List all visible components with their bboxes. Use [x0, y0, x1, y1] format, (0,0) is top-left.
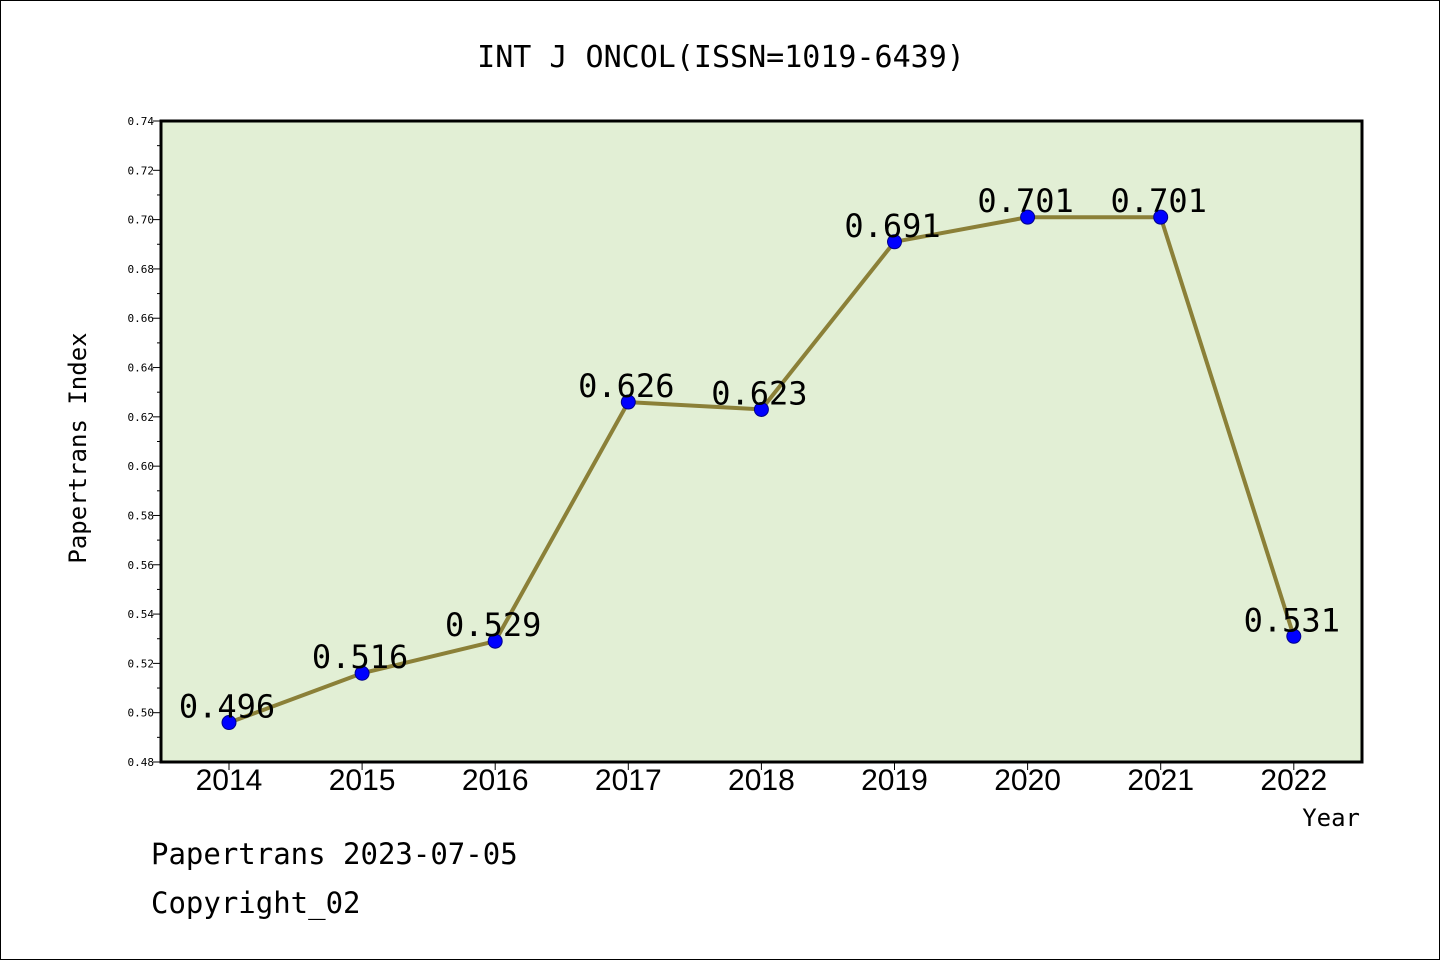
y-tick-label: 0.58: [128, 509, 155, 522]
data-point: [1286, 628, 1302, 644]
data-label: 0.531: [1244, 601, 1340, 639]
series-group: 0.496 0.516 0.529 0.626 0.623 0.691 0.701 0.701…: [179, 182, 1340, 731]
y-tick-label: 0.74: [128, 115, 155, 128]
y-tick-label: 0.48: [128, 756, 155, 769]
chart-title: INT J ONCOL(ISSN=1019-6439): [477, 40, 965, 75]
y-axis-label: Papertrans Index: [64, 332, 92, 563]
x-tick-label: 2022: [1260, 764, 1327, 797]
x-axis: 2014 2015 2016 2017 2018 2019 2020 2021 2022: [196, 762, 1327, 797]
y-tick-label: 0.64: [128, 362, 155, 375]
data-point: [354, 665, 370, 681]
y-tick-label: 0.60: [128, 460, 155, 473]
footer-date: Papertrans 2023-07-05: [151, 837, 518, 871]
data-label: 0.626: [578, 367, 674, 405]
data-label: 0.691: [844, 207, 940, 245]
plot-border: [159, 119, 1364, 764]
y-tick-label: 0.54: [128, 608, 155, 621]
data-point: [1153, 209, 1169, 225]
data-label: 0.496: [179, 688, 275, 726]
y-tick-label: 0.68: [128, 263, 155, 276]
y-axis: 0.48 0.50 0.52 0.54 0.56 0.58 0.60 0.62 0.64 0.66…: [128, 115, 161, 769]
x-tick-label: 2016: [462, 764, 529, 797]
x-axis-label: Year: [1302, 804, 1360, 832]
x-tick-label: 2018: [728, 764, 795, 797]
y-tick-label: 0.50: [128, 707, 155, 720]
data-label: 0.701: [1111, 182, 1207, 220]
y-tick-label: 0.72: [128, 164, 155, 177]
y-tick-label: 0.70: [128, 214, 155, 227]
data-label: 0.516: [312, 638, 408, 676]
data-point: [1020, 209, 1036, 225]
data-point: [887, 234, 902, 250]
x-tick-label: 2020: [994, 764, 1061, 797]
x-tick-label: 2021: [1127, 764, 1194, 797]
y-tick-label: 0.66: [128, 312, 155, 325]
plot-area: [161, 121, 1362, 762]
footer-copyright: Copyright_02: [151, 886, 361, 920]
x-tick-label: 2017: [595, 764, 662, 797]
x-tick-label: 2019: [861, 764, 928, 797]
data-point: [221, 715, 237, 731]
data-point: [753, 401, 769, 417]
data-label: 0.701: [977, 182, 1073, 220]
y-tick-label: 0.56: [128, 559, 155, 572]
x-tick-label: 2015: [329, 764, 396, 797]
y-tick-label: 0.62: [128, 411, 155, 424]
data-point: [487, 633, 503, 649]
data-label: 0.529: [445, 606, 541, 644]
data-label: 0.623: [711, 374, 807, 412]
y-tick-label: 0.52: [128, 657, 155, 670]
x-tick-label: 2014: [196, 764, 263, 797]
data-point: [620, 394, 636, 410]
